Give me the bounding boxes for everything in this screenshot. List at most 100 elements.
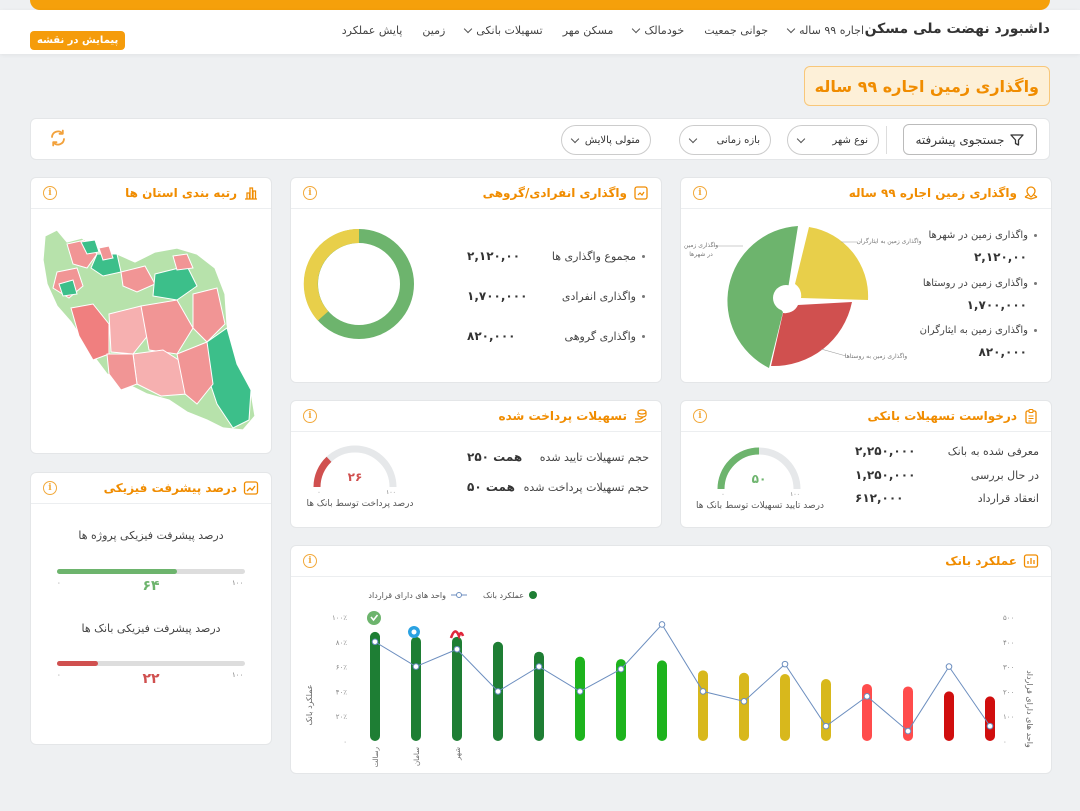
stat-value: ۱,۲۵۰,۰۰۰	[855, 468, 916, 482]
chevron-down-icon	[464, 24, 473, 34]
card-title: واگذاری زمین اجاره ۹۹ ساله	[848, 186, 1017, 200]
province-ranking-card: رتبه بندی استان ها i	[30, 177, 272, 454]
bar[interactable]	[370, 631, 380, 741]
advanced-search-button[interactable]: جستجوی پیشرفته	[903, 124, 1037, 155]
line-point[interactable]	[945, 663, 953, 670]
bar[interactable]	[780, 674, 790, 741]
bank-performance-chart: عملکرد بانک واحد های دارای قرارداد عملکر…	[305, 591, 1034, 767]
info-icon[interactable]: i	[43, 481, 57, 495]
line-point[interactable]	[371, 638, 379, 646]
line-point[interactable]	[494, 688, 502, 695]
nav-item-youth[interactable]: جوانی جمعیت	[704, 24, 769, 37]
line-point[interactable]	[576, 688, 584, 695]
province-region[interactable]	[176, 341, 214, 405]
bar[interactable]	[616, 659, 626, 741]
bar[interactable]	[698, 670, 708, 741]
assignment-donut-chart	[303, 228, 414, 339]
document-icon	[634, 186, 648, 200]
stat-value: ۸۲۰,۰۰۰	[978, 345, 1027, 359]
nav-item-rent99[interactable]: اجاره ۹۹ ساله	[786, 24, 864, 37]
trend-chart-icon	[243, 481, 259, 495]
bar[interactable]	[452, 636, 462, 741]
line-point[interactable]	[699, 688, 707, 695]
progress-fill	[57, 569, 178, 574]
navbar: داشبورد نهضت ملی مسکن اجاره ۹۹ ساله جوان…	[0, 10, 1080, 54]
line-point[interactable]	[904, 727, 912, 735]
pie-label-martyrs: واگذاری زمین به ایثارگران	[856, 237, 921, 245]
bar[interactable]	[821, 679, 831, 741]
stat-value: ۲,۱۲۰,۰۰	[973, 250, 1027, 264]
approval-gauge: ۵۰ ۰ ۱۰۰	[717, 447, 801, 498]
progress-min: ۰	[57, 671, 61, 679]
stat-value: ۶۱۲,۰۰۰	[855, 491, 904, 505]
city-type-select[interactable]: نوع شهر	[787, 125, 879, 155]
stat-value: ۱,۷۰۰,۰۰۰	[966, 298, 1027, 312]
line-point[interactable]	[986, 722, 994, 730]
y2-tick-label: ۲۰۰	[1003, 688, 1014, 696]
info-icon[interactable]: i	[303, 186, 317, 200]
line-point[interactable]	[535, 663, 543, 670]
province-region[interactable]	[58, 279, 78, 297]
land-assignment-card: واگذاری زمین اجاره ۹۹ ساله i واگذاری زمی…	[680, 177, 1052, 383]
info-icon[interactable]: i	[303, 554, 317, 568]
x-tick-label: شهر	[454, 747, 462, 761]
y-tick-label: ۲۰٪	[336, 713, 348, 721]
nav-item-performance[interactable]: پایش عملکرد	[341, 24, 403, 37]
refresh-icon[interactable]	[49, 129, 67, 147]
line-point[interactable]	[740, 698, 748, 705]
stat-label: معرفی شده به بانک	[947, 445, 1039, 458]
progress-track	[57, 569, 245, 574]
nav-item-self-owner[interactable]: خودمالک	[632, 24, 684, 37]
province-region[interactable]	[106, 353, 138, 391]
pie-label-cities: واگذاری زمین	[684, 241, 718, 249]
custodian-select[interactable]: متولی پالایش	[561, 125, 651, 155]
donut-ring-group	[303, 228, 360, 321]
province-region[interactable]	[192, 287, 226, 343]
province-region[interactable]	[90, 253, 122, 277]
bar[interactable]	[944, 691, 954, 741]
y-tick-label: ۴۰٪	[336, 688, 348, 696]
line-point[interactable]	[412, 663, 420, 670]
line-point[interactable]	[822, 722, 830, 730]
province-region[interactable]	[98, 245, 114, 261]
progress-min: ۰	[57, 579, 61, 587]
chevron-down-icon	[786, 24, 796, 34]
info-icon[interactable]: i	[693, 186, 707, 200]
province-region[interactable]	[120, 265, 156, 293]
bar[interactable]	[411, 636, 421, 741]
info-icon[interactable]: i	[693, 409, 707, 423]
bar[interactable]	[657, 660, 667, 741]
bar[interactable]	[862, 683, 872, 741]
map-navigation-button[interactable]: پیمایش در نقشه	[30, 31, 126, 50]
stat-value: ۸۲۰,۰۰۰	[467, 329, 516, 343]
bar[interactable]	[985, 696, 995, 741]
brand-title: داشبورد نهضت ملی مسکن	[864, 21, 1050, 37]
chevron-down-icon	[570, 134, 580, 143]
province-region[interactable]	[108, 305, 150, 355]
bank-logo-shahr-icon	[449, 630, 465, 640]
province-region[interactable]	[140, 299, 194, 355]
nav-item-bank-facilities[interactable]: تسهیلات بانکی	[464, 24, 543, 37]
line-point[interactable]	[453, 645, 461, 653]
line-point[interactable]	[781, 660, 789, 668]
bar[interactable]	[575, 656, 585, 741]
filter-bar: جستجوی پیشرفته نوع شهر بازه زمانی متولی …	[30, 118, 1050, 160]
info-icon[interactable]: i	[43, 186, 57, 200]
pie-label-cities-2: در شهرها	[689, 251, 713, 258]
province-region[interactable]	[172, 253, 194, 271]
info-icon[interactable]: i	[303, 409, 317, 423]
coins-icon	[635, 409, 647, 423]
card-title: تسهیلات پرداخت شده	[498, 409, 627, 423]
province-region[interactable]	[80, 239, 100, 255]
line-point[interactable]	[658, 621, 666, 628]
bar[interactable]	[739, 672, 749, 741]
nav-item-mehr[interactable]: مسکن مهر	[562, 24, 614, 37]
stat-value: ۵۰ همت	[467, 480, 515, 494]
physical-progress-card: درصد پیشرفت فیزیکی i درصد پیشرفت فیزیکی …	[30, 472, 272, 745]
paid-facilities-card: تسهیلات پرداخت شده i حجم تسهیلات تایید ش…	[290, 400, 662, 528]
nav-item-land[interactable]: زمین	[422, 24, 446, 37]
bar[interactable]	[534, 651, 544, 741]
line-point[interactable]	[863, 693, 871, 700]
time-range-select[interactable]: بازه زمانی	[679, 125, 771, 155]
line-point[interactable]	[617, 665, 625, 673]
